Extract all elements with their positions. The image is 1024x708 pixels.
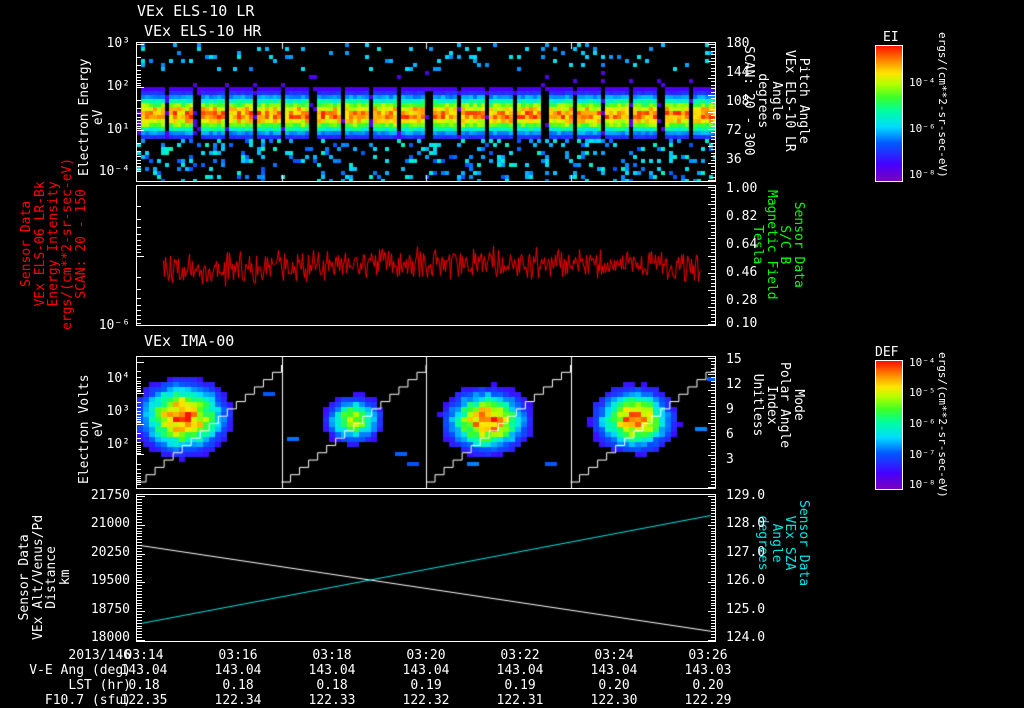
panel3-right-ytick-1: 12 [726, 377, 742, 392]
bottom-cell-r1-c1: 143.04 [214, 663, 262, 678]
panel3-right-ytick-2: 9 [726, 402, 734, 417]
panel1-right-ytick-1: 144 [726, 65, 750, 80]
bottom-cell-r3-c3: 122.32 [402, 693, 450, 708]
panel3-ytick-0: 10⁴ [106, 371, 130, 386]
bottom-cell-r2-c2: 0.18 [316, 678, 348, 693]
colorbar-ei-tick-2: 10⁻⁸ [909, 167, 936, 181]
bottom-cell-r1-c3: 143.04 [402, 663, 450, 678]
panel1-right-ytick-0: 180 [726, 36, 750, 51]
colorbar-def-tick-4: 10⁻⁸ [909, 478, 936, 492]
panel2-right-ytick-5: 0.10 [726, 316, 758, 331]
panel4-ytick-3: 19500 [90, 573, 130, 589]
bottom-cell-r0-c5: 03:24 [594, 648, 634, 663]
colorbar-def-title: DEF [875, 345, 899, 360]
colorbar-ei-title: EI [883, 30, 899, 45]
colorbar-ei-units: ergs/(cm**2-sr-sec-eV) [936, 32, 949, 178]
bottom-cell-r3-c1: 122.34 [214, 693, 262, 708]
panel1-ytick-0: 10³ [106, 36, 130, 51]
panel1-plot-area [136, 42, 716, 182]
panel3-plot-area [136, 356, 716, 489]
panel4-ytick-5: 18000 [90, 630, 130, 645]
panel2-right-ytick-4: 0.28 [726, 293, 758, 308]
bottom-cell-r2-c3: 0.19 [410, 678, 442, 693]
panel3-right-ytick-4: 3 [726, 452, 734, 467]
bottom-cell-r0-c2: 03:18 [312, 648, 352, 663]
colorbar-def-tick-1: 10⁻⁵ [909, 386, 936, 400]
bottom-cell-r1-c4: 143.04 [496, 663, 544, 678]
bottom-row-label-2: LST (hr) [68, 678, 131, 693]
colorbar-ei [875, 45, 903, 182]
bottom-cell-r2-c5: 0.20 [598, 678, 630, 693]
panel4-right-ytick-4: 125.0 [726, 601, 766, 617]
bottom-cell-r3-c2: 122.33 [308, 693, 356, 708]
bottom-cell-r3-c4: 122.31 [496, 693, 544, 708]
panel2-ytop-label: 10⁻⁴ [98, 164, 130, 179]
panel4-right-ytick-0: 129.0 [726, 488, 766, 503]
panel4-ytick-1: 21000 [90, 516, 130, 532]
panel3-right-ytick-3: 6 [726, 427, 734, 442]
bottom-row-label-3: F10.7 (sfu) [44, 693, 131, 708]
panel2-right-ytick-3: 0.46 [726, 265, 758, 280]
panel2-left-label: Sensor Data VEx ELS-06 LR-Bk Energy Inte… [19, 157, 89, 330]
bottom-row-label-0: 2013/146 [68, 648, 131, 663]
bottom-row-label-1: V-E Ang (deg) [29, 663, 131, 678]
colorbar-def-units: ergs/(cm**2-sr-sec-eV) [936, 352, 949, 498]
bottom-cell-r0-c4: 03:22 [500, 648, 540, 663]
panel2-right-ytick-2: 0.64 [726, 237, 758, 252]
panel1-ytick-2: 10¹ [106, 122, 130, 137]
bottom-cell-r0-c0: 03:14 [124, 648, 164, 663]
bottom-cell-r1-c5: 143.04 [590, 663, 638, 678]
bottom-cell-r3-c0: 122.35 [120, 693, 168, 708]
colorbar-def-tick-2: 10⁻⁶ [909, 417, 936, 430]
panel3-ytick-1: 10³ [106, 404, 130, 419]
panel4-plot-area [136, 494, 716, 642]
panel4-ytick-0: 21750 [90, 488, 130, 503]
panel3-title: VEx IMA-00 [144, 332, 235, 350]
bottom-cell-r1-c0: 143.04 [120, 663, 168, 678]
colorbar-def-tick-0: 10⁻⁴ [909, 355, 936, 369]
colorbar-ei-tick-1: 10⁻⁶ [909, 121, 936, 135]
panel4-ytick-2: 20250 [90, 544, 130, 560]
colorbar-def-tick-3: 10⁻⁷ [909, 447, 936, 461]
panel3-ylabel: Electron Volts eV [77, 374, 106, 484]
panel3-ytick-2: 10² [106, 437, 130, 452]
panel4-right-ytick-2: 127.0 [726, 544, 766, 560]
panel4-right-ytick-3: 126.0 [726, 573, 766, 589]
bottom-cell-r1-c6: 143.03 [684, 663, 732, 678]
bottom-cell-r0-c6: 03:26 [688, 648, 728, 663]
panel1-ytick-1: 10² [106, 79, 130, 94]
bottom-cell-r2-c1: 0.18 [222, 678, 254, 693]
bottom-cell-r3-c6: 122.29 [684, 693, 732, 708]
panel1-right-ytick-3: 72 [726, 123, 742, 138]
panel2-right-ytick-1: 0.82 [726, 209, 758, 224]
panel1-title-hr: VEx ELS-10 HR [144, 22, 262, 40]
bottom-cell-r2-c0: 0.18 [128, 678, 160, 693]
panel4-right-ytick-1: 128.0 [726, 516, 766, 532]
bottom-cell-r2-c6: 0.20 [692, 678, 724, 693]
panel4-right-ytick-5: 124.0 [726, 630, 766, 645]
bottom-cell-r2-c4: 0.19 [504, 678, 536, 693]
bottom-cell-r3-c5: 122.30 [590, 693, 638, 708]
panel4-ytick-4: 18750 [90, 601, 130, 617]
bottom-cell-r1-c2: 143.04 [308, 663, 356, 678]
panel1-right-ytick-2: 108 [726, 94, 750, 109]
panel1-title-lr: VEx ELS-10 LR [137, 2, 255, 20]
panel2-right-ytick-0: 1.00 [726, 181, 758, 196]
colorbar-ei-tick-0: 10⁻⁴ [909, 75, 936, 89]
bottom-cell-r0-c1: 03:16 [218, 648, 258, 663]
panel3-right-ytick-0: 15 [726, 352, 742, 367]
colorbar-def [875, 360, 903, 490]
bottom-cell-r0-c3: 03:20 [406, 648, 446, 663]
panel1-right-ytick-4: 36 [726, 152, 742, 167]
panel2-ybottom-label: 10⁻⁶ [98, 318, 130, 333]
panel2-plot-area [136, 185, 716, 326]
